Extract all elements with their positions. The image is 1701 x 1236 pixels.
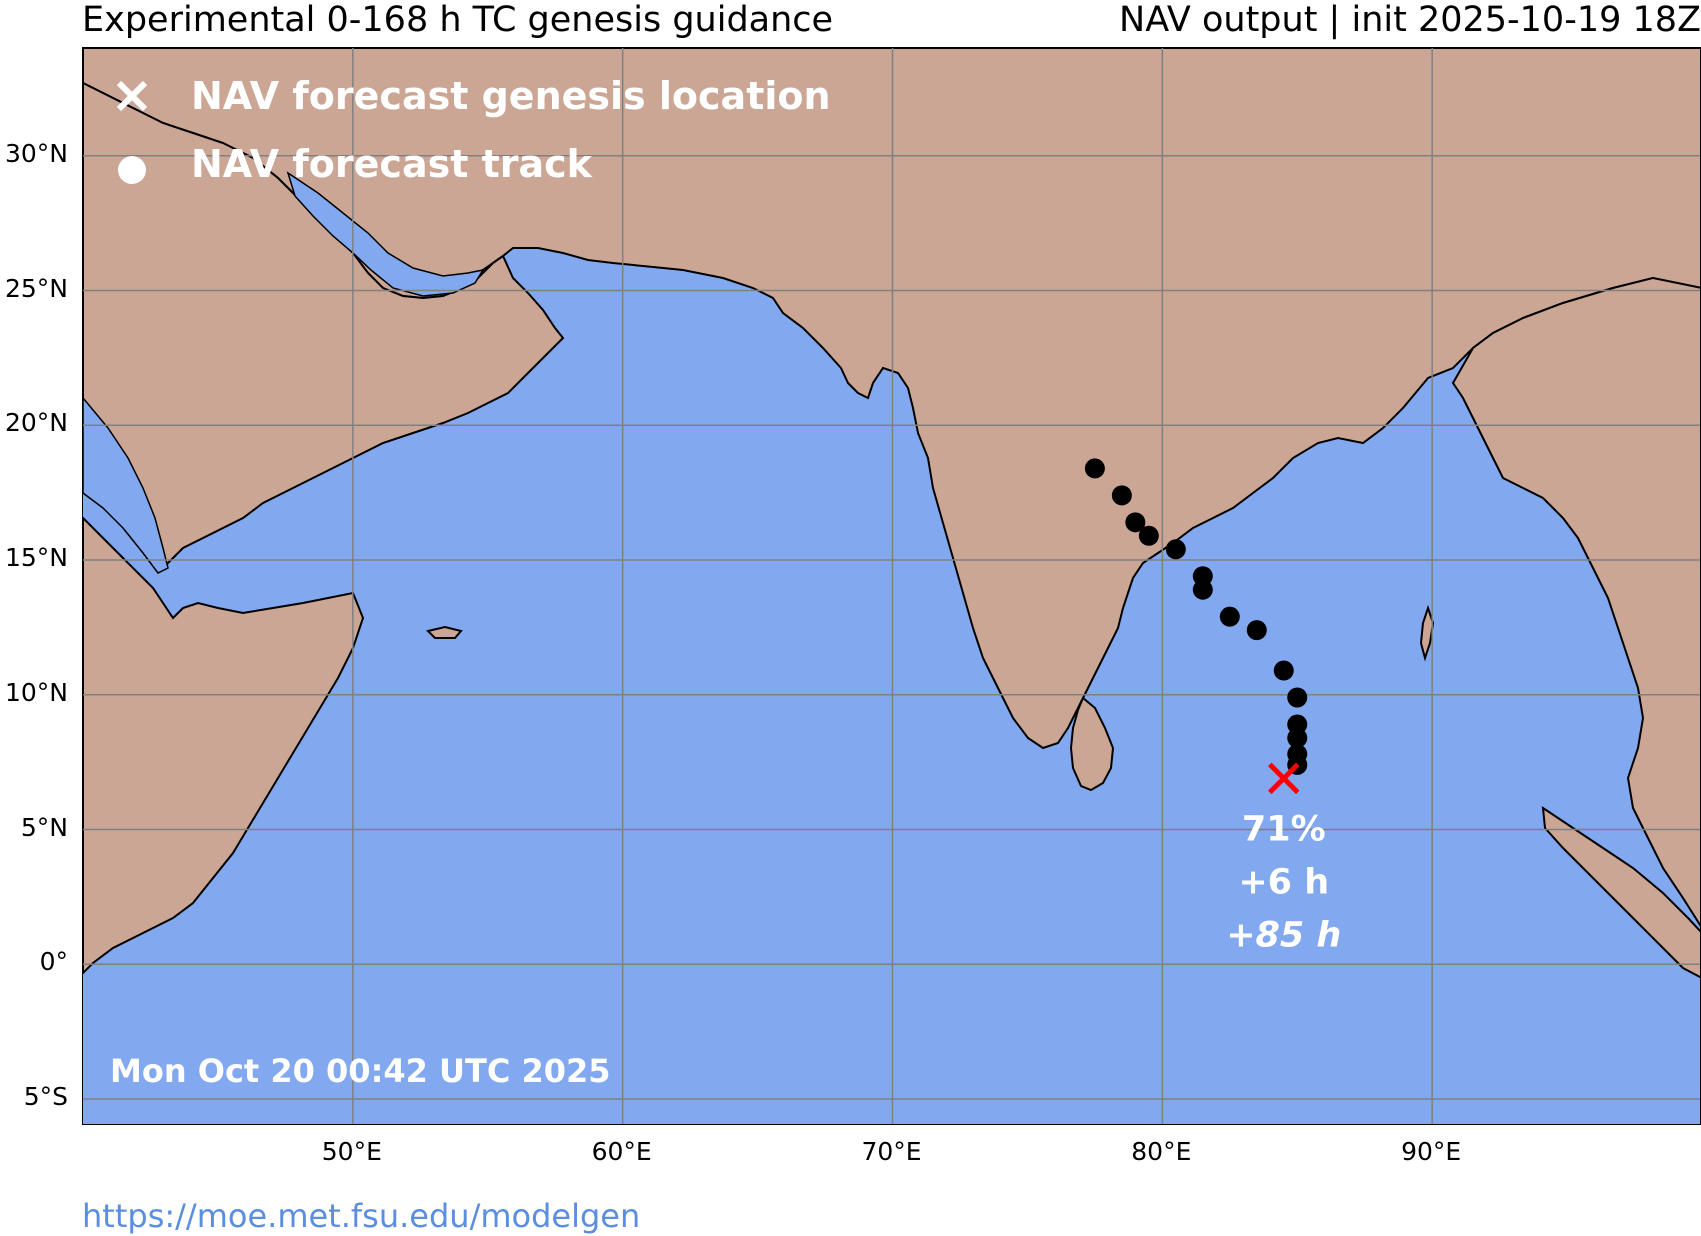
track-point — [1138, 525, 1159, 546]
lat-tick-label: 0° — [39, 947, 68, 977]
genesis-lead-time: +6 h — [1238, 862, 1329, 902]
map-canvas: 71% +6 h +85 h NAV forecast genesis loca… — [83, 48, 1700, 1124]
genesis-annotation: 71% +6 h +85 h — [1226, 809, 1341, 955]
lon-tick-label: 70°E — [861, 1137, 922, 1166]
legend-track-label: NAV forecast track — [191, 142, 593, 186]
lat-tick-label: 30°N — [4, 138, 68, 168]
lat-tick-label: 20°N — [4, 408, 68, 438]
track-point — [1287, 744, 1308, 765]
chart-title: Experimental 0-168 h TC genesis guidance — [82, 0, 834, 40]
lon-tick-label: 90°E — [1401, 1137, 1462, 1166]
track-point — [1287, 714, 1308, 735]
land-africa — [83, 516, 365, 975]
lat-tick-label: 5°N — [20, 812, 68, 842]
lon-tick-label: 60°E — [591, 1137, 652, 1166]
lat-tick-label: 25°N — [4, 273, 68, 303]
land-andaman-islands — [1419, 604, 1435, 662]
track-point — [1111, 485, 1132, 506]
chart-subtitle: NAV output | init 2025-10-19 18Z — [1119, 0, 1701, 40]
gridlines — [83, 48, 1700, 1124]
track-point — [1219, 606, 1240, 627]
lon-tick-label: 80°E — [1131, 1137, 1192, 1166]
lat-tick-label: 15°N — [4, 543, 68, 573]
track-point — [1287, 687, 1308, 708]
land-sumatra — [1541, 805, 1700, 979]
legend: NAV forecast genesis location NAV foreca… — [116, 74, 831, 186]
timestamp: Mon Oct 20 00:42 UTC 2025 — [110, 1052, 611, 1090]
legend-genesis-label: NAV forecast genesis location — [191, 74, 831, 118]
x-cross-icon — [116, 80, 148, 112]
genesis-probability: 71% — [1242, 809, 1326, 849]
track-point — [1192, 566, 1213, 587]
forecast-track — [1084, 458, 1308, 775]
land-layer — [83, 48, 1700, 979]
land-southeast-asia — [1451, 276, 1700, 927]
track-duration: +85 h — [1226, 915, 1341, 955]
genesis-x-marker — [1267, 762, 1300, 795]
lat-tick-label: 10°N — [4, 677, 68, 707]
water-red-sea — [83, 396, 169, 574]
track-point — [1084, 458, 1105, 479]
track-point — [1125, 512, 1146, 533]
track-point — [1165, 539, 1186, 560]
track-point — [1273, 660, 1294, 681]
land-sri-lanka — [1069, 696, 1115, 792]
track-point — [1246, 620, 1267, 641]
land-socotra — [426, 625, 463, 639]
map-frame: 71% +6 h +85 h NAV forecast genesis loca… — [82, 47, 1701, 1125]
genesis-marker-group — [1267, 762, 1300, 795]
source-url-link[interactable]: https://moe.met.fsu.edu/modelgen — [82, 1197, 641, 1235]
lon-tick-label: 50°E — [321, 1137, 382, 1166]
lat-tick-label: 5°S — [23, 1082, 68, 1112]
filled-circle-icon — [118, 156, 146, 184]
water-persian-gulf — [286, 171, 485, 297]
